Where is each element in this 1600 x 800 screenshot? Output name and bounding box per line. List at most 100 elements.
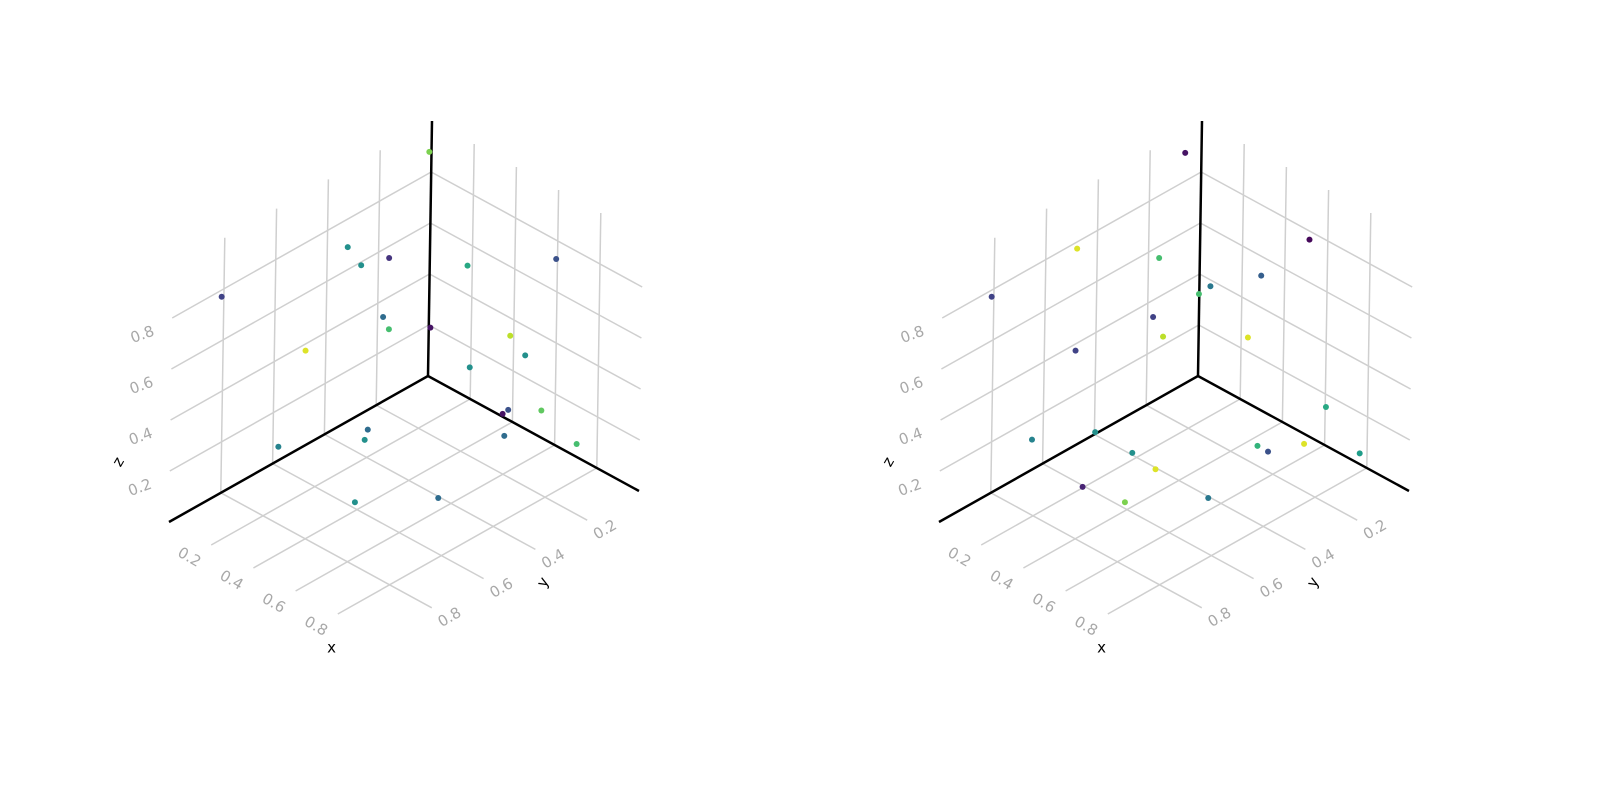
grid-line-floor-y [220,492,433,609]
z-axis-line [1196,120,1204,377]
y-axis-label: y [533,574,553,591]
grid-line-wall-yz [171,222,431,370]
grid-line-wall-xz [1281,166,1288,423]
z-tick-label: 0.6 [897,373,926,398]
z-tick-label: 0.8 [898,322,927,347]
grid-line-wall-yz [939,324,1200,472]
z-tick-label: 0.4 [896,424,925,449]
y-tick-label: 0.2 [590,516,620,544]
scatter-point [1029,436,1035,443]
grid-line-wall-yz [1145,150,1151,406]
grid-line-wall-yz [220,237,226,493]
scatter-point [1182,149,1189,156]
scatter-point [358,262,365,269]
scatter-point [385,326,392,333]
y-tick-label: 0.4 [1308,545,1338,573]
scatter-point [426,148,433,155]
scatter-point [435,494,442,501]
scatter-point [1152,466,1159,473]
scatter-point [1356,450,1363,457]
scatter-point [1150,313,1157,320]
x-tick-label: 0.6 [1029,589,1059,617]
y-tick-label: 0.6 [1256,574,1286,602]
grid-line-wall-yz [375,150,381,406]
scatter-point [361,436,368,443]
scatter-point [1129,449,1136,456]
scatter-point [218,293,225,300]
scatter-point [386,254,393,261]
grid-line-wall-yz [990,237,996,493]
x-tick-label: 0.6 [259,589,289,617]
scatter-point [1074,245,1081,252]
scatter-point [507,332,514,339]
grid-line-floor-x [1065,444,1325,592]
grid-line-wall-xz [1199,273,1411,390]
scatter-point [1079,483,1086,490]
x-tick-label: 0.4 [217,566,247,594]
grid-line-wall-xz [1366,212,1372,469]
grid-line-floor-y [1145,404,1358,521]
grid-line-floor-y [375,404,588,521]
z-tick-label: 0.6 [127,373,156,398]
scatter-point [1207,283,1214,290]
scatter-point [1254,442,1261,449]
z-axis-line [426,120,434,377]
scatter-point [344,244,351,251]
z-tick-label: 0.2 [896,475,925,500]
scatter-point [1265,448,1272,455]
y-tick-label: 0.2 [1360,516,1390,544]
grid-line-wall-yz [941,222,1201,370]
grid-line-floor-x [253,421,513,569]
grid-line-wall-yz [170,273,430,421]
y-tick-label: 0.6 [486,574,516,602]
grid-line-wall-yz [941,171,1202,319]
grid-line-wall-yz [1041,208,1048,464]
grid-line-wall-yz [940,273,1200,421]
y-axis-label: y [1303,574,1323,591]
scatter-point [505,406,512,413]
grid-line-wall-xz [1198,324,1411,441]
grid-line-wall-xz [553,189,560,446]
y-axis-line [938,374,1199,524]
grid-line-wall-xz [428,324,641,441]
x-tick-label: 0.4 [987,566,1017,594]
grid-line-wall-xz [429,273,641,390]
grid-line-wall-xz [1200,222,1412,339]
y-tick-label: 0.8 [1205,603,1235,631]
scatter-point [499,410,506,417]
scatter-point [1092,429,1099,436]
grid-line-floor-y [1042,462,1254,580]
grid-line-wall-xz [1239,143,1245,400]
scatter-point [1322,403,1329,410]
grid-line-floor-y [990,492,1203,609]
scatter-point [1205,494,1212,501]
grid-line-wall-xz [596,212,602,469]
y-tick-label: 0.4 [538,545,568,573]
z-tick-label: 0.2 [126,475,155,500]
x-tick-label: 0.2 [175,543,205,571]
scatter-point [1121,499,1128,506]
grid-line-wall-yz [1093,179,1100,435]
scatter-point [275,443,282,450]
grid-line-wall-xz [430,171,643,288]
grid-line-floor-y [272,462,484,580]
scatter-point [380,313,387,320]
x-axis-line [1197,374,1410,493]
scatter-point [1195,291,1202,297]
grid-line-wall-xz [1200,171,1413,288]
grid-line-floor-y [1094,433,1306,551]
grid-line-wall-yz [171,171,432,319]
grid-line-floor-x [1107,467,1368,615]
scatter-point [1244,334,1251,341]
scatter-point [1301,440,1308,447]
scatter-point [522,352,529,359]
scatter-point [427,324,434,331]
grid-line-floor-x [1023,421,1283,569]
x-axis-label: x [1097,638,1106,656]
scatter-point [364,426,371,433]
grid-line-floor-x [295,444,555,592]
y-tick-label: 0.8 [435,603,465,631]
grid-line-wall-yz [169,324,430,472]
